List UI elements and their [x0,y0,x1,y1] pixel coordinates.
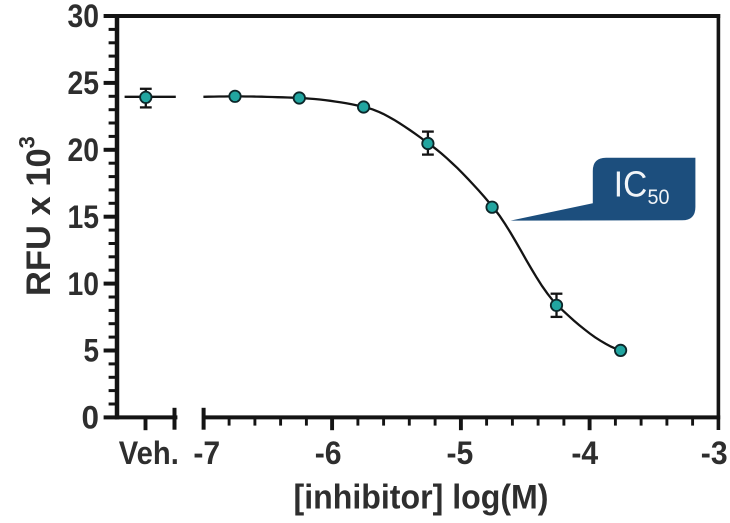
svg-text:-6: -6 [315,435,342,471]
svg-text:IC: IC [614,164,647,205]
svg-text:50: 50 [648,185,670,209]
svg-text:RFU x 103: RFU x 103 [15,136,58,296]
svg-text:0: 0 [82,400,100,436]
svg-text:25: 25 [68,65,100,101]
svg-text:5: 5 [84,333,100,369]
svg-text:Veh.: Veh. [119,435,179,471]
svg-text:15: 15 [68,199,100,235]
svg-text:30: 30 [68,0,100,34]
svg-text:-7: -7 [193,435,220,471]
svg-text:-3: -3 [701,435,728,471]
svg-text:-5: -5 [447,435,474,471]
svg-text:10: 10 [68,266,100,302]
svg-text:[inhibitor] log(M): [inhibitor] log(M) [294,479,549,517]
svg-text:-4: -4 [571,435,598,471]
svg-text:20: 20 [68,132,100,168]
